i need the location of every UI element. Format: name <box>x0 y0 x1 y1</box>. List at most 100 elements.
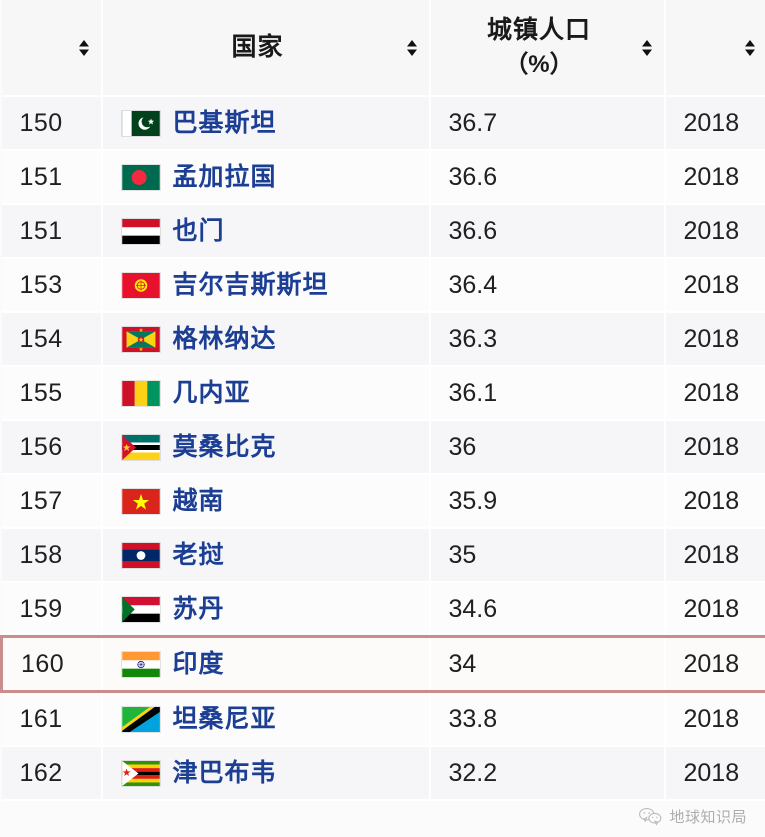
cell-country: 越南 <box>101 474 431 529</box>
country-cell: 老挝 <box>120 529 429 581</box>
country-link[interactable]: 苏丹 <box>172 594 225 623</box>
cell-rank: 150 <box>1 96 103 151</box>
cell-urban-population: 36.6 <box>429 204 666 259</box>
cell-country: 孟加拉国 <box>101 150 431 205</box>
country-link[interactable]: 老挝 <box>172 540 225 569</box>
cell-rank: 154 <box>1 312 103 367</box>
cell-rank: 151 <box>1 150 103 205</box>
column-header-urban-population-label: 城镇人口 <box>486 15 591 44</box>
country-cell: 孟加拉国 <box>120 151 429 203</box>
table-row[interactable]: 154 格林纳达 36.3 2018 <box>1 312 765 367</box>
table-row[interactable]: 151 也门 36.6 2018 <box>1 204 765 259</box>
table-row[interactable]: 161 坦桑尼亚 33.8 2018 <box>1 691 765 747</box>
cell-country: 也门 <box>101 204 431 259</box>
table-row[interactable]: 150 巴基斯坦 36.7 2018 <box>1 96 765 151</box>
sort-updown-icon[interactable] <box>77 38 91 58</box>
cell-country: 老挝 <box>101 528 431 583</box>
country-link[interactable]: 格林纳达 <box>172 324 277 353</box>
cell-urban-population: 36 <box>429 420 666 475</box>
country-link[interactable]: 孟加拉国 <box>172 162 277 191</box>
table-body: 150 巴基斯坦 36.7 2018 151 孟加拉国 36.6 2018 151 也门 36.6 2… <box>0 96 765 801</box>
cell-urban-population: 34 <box>429 635 666 693</box>
header-row: 国家 城镇人口 （%） <box>1 0 765 97</box>
table-header: 国家 城镇人口 （%） <box>1 0 765 97</box>
country-link[interactable]: 吉尔吉斯斯坦 <box>172 270 329 299</box>
cell-urban-population: 36.7 <box>429 96 666 151</box>
cell-year: 2018 <box>664 258 765 313</box>
country-cell: 也门 <box>120 205 429 257</box>
cell-year: 2018 <box>664 420 765 475</box>
bangladesh-flag <box>120 163 161 191</box>
column-header-year[interactable] <box>664 0 765 97</box>
pakistan-flag <box>120 109 161 137</box>
country-link[interactable]: 越南 <box>172 486 225 515</box>
table-row[interactable]: 153 吉尔吉斯斯坦 36.4 2018 <box>1 258 765 313</box>
table-row[interactable]: 156 莫桑比克 36 2018 <box>1 420 765 475</box>
table-row[interactable]: 151 孟加拉国 36.6 2018 <box>1 150 765 205</box>
cell-country: 几内亚 <box>101 366 431 421</box>
cell-rank: 151 <box>1 204 103 259</box>
table-row[interactable]: 160 印度 34 2018 <box>0 635 765 693</box>
cell-country: 巴基斯坦 <box>101 96 431 151</box>
column-header-rank[interactable] <box>1 0 103 97</box>
cell-urban-population: 36.6 <box>429 150 666 205</box>
column-header-urban-population-unit: （%） <box>504 51 574 79</box>
cell-year: 2018 <box>664 746 765 801</box>
guinea-flag <box>120 379 161 407</box>
cell-year: 2018 <box>664 691 765 747</box>
cell-urban-population: 36.4 <box>429 258 666 313</box>
table-row[interactable]: 162 津巴布韦 32.2 2018 <box>1 746 765 801</box>
cell-country: 印度 <box>101 635 431 693</box>
urban-population-rank-table: 国家 城镇人口 （%） <box>0 0 765 801</box>
country-cell: 越南 <box>120 475 429 527</box>
india-flag <box>120 650 161 678</box>
cell-country: 坦桑尼亚 <box>101 691 431 747</box>
cell-urban-population: 34.6 <box>429 582 666 638</box>
watermark-text: 地球知识局 <box>669 808 747 826</box>
country-link[interactable]: 津巴布韦 <box>172 758 277 787</box>
country-link[interactable]: 莫桑比克 <box>172 432 277 461</box>
cell-country: 苏丹 <box>101 582 431 638</box>
table-row[interactable]: 157 越南 35.9 2018 <box>1 474 765 529</box>
country-cell: 几内亚 <box>120 367 429 419</box>
cell-rank: 158 <box>1 528 103 583</box>
cell-rank: 161 <box>1 691 103 747</box>
grenada-flag <box>120 325 161 353</box>
cell-urban-population: 36.1 <box>429 366 666 421</box>
cell-urban-population: 33.8 <box>429 691 666 747</box>
sort-updown-icon[interactable] <box>743 38 757 58</box>
column-header-urban-population[interactable]: 城镇人口 （%） <box>429 0 666 97</box>
cell-year: 2018 <box>664 582 765 638</box>
country-link[interactable]: 印度 <box>172 649 225 678</box>
cell-year: 2018 <box>664 528 765 583</box>
sort-updown-icon[interactable] <box>640 38 654 58</box>
cell-country: 格林纳达 <box>101 312 431 367</box>
cell-urban-population: 35.9 <box>429 474 666 529</box>
table-row[interactable]: 155 几内亚 36.1 2018 <box>1 366 765 421</box>
country-link[interactable]: 坦桑尼亚 <box>172 704 277 733</box>
kyrgyzstan-flag <box>120 271 161 299</box>
laos-flag <box>120 541 161 569</box>
country-link[interactable]: 几内亚 <box>172 378 251 407</box>
sort-updown-icon[interactable] <box>405 38 419 58</box>
mozambique-flag <box>120 433 161 461</box>
tanzania-flag <box>120 705 161 733</box>
cell-year: 2018 <box>664 312 765 367</box>
cell-country: 津巴布韦 <box>101 746 431 801</box>
cell-rank: 159 <box>1 582 103 638</box>
cell-country: 莫桑比克 <box>101 420 431 475</box>
cell-rank: 155 <box>1 366 103 421</box>
column-header-country[interactable]: 国家 <box>101 0 431 97</box>
cell-year: 2018 <box>664 204 765 259</box>
table-row[interactable]: 158 老挝 35 2018 <box>1 528 765 583</box>
country-cell: 苏丹 <box>120 583 429 635</box>
country-link[interactable]: 也门 <box>172 216 225 245</box>
table-row[interactable]: 159 苏丹 34.6 2018 <box>1 582 765 638</box>
cell-year: 2018 <box>664 635 765 693</box>
zimbabwe-flag <box>120 759 161 787</box>
sudan-flag <box>120 595 161 623</box>
watermark: 地球知识局 <box>638 806 747 827</box>
country-link[interactable]: 巴基斯坦 <box>172 108 277 137</box>
cell-urban-population: 32.2 <box>429 746 666 801</box>
